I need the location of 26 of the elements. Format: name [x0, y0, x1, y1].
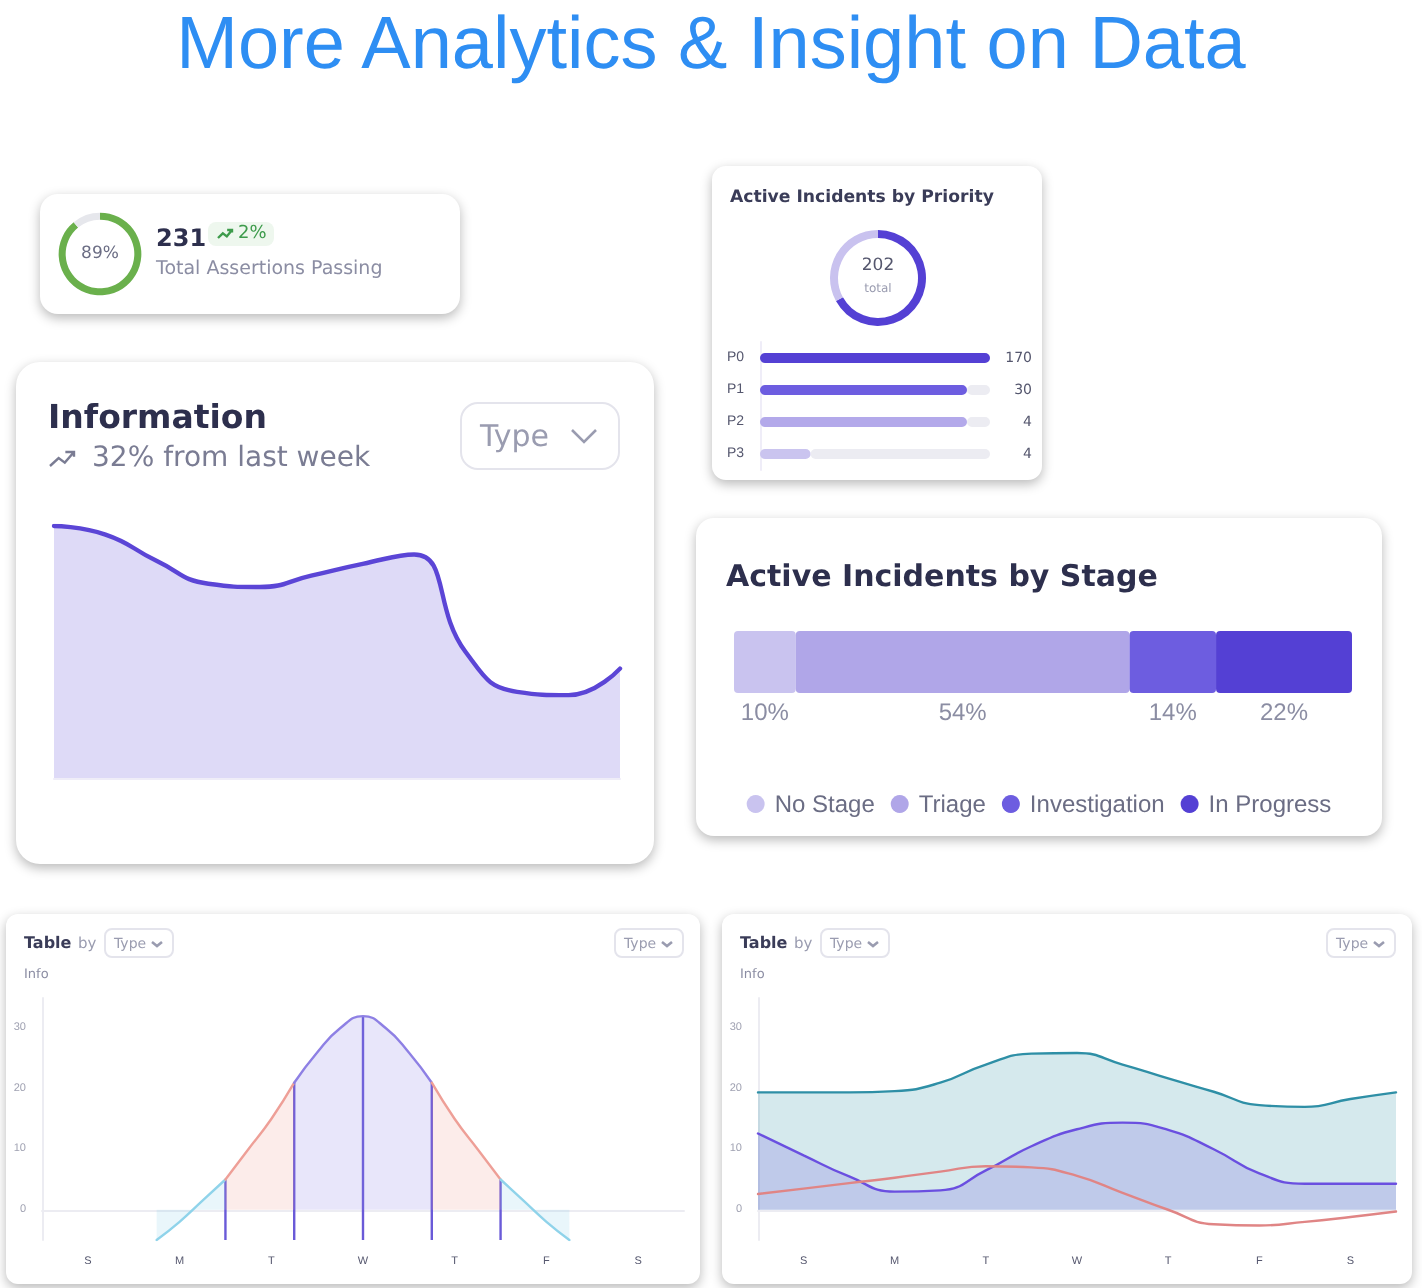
- data-label: 10%: [740, 698, 790, 727]
- text: 2%: [238, 224, 267, 244]
- text: Type: [480, 418, 549, 454]
- chart-subtitle: 32% from last week: [92, 442, 371, 474]
- legend-label: No Stage: [774, 790, 876, 818]
- chart-title: Table: [24, 934, 72, 952]
- legend-label: In Progress: [1208, 790, 1332, 818]
- bar: [734, 631, 796, 693]
- line-series: [756, 1164, 1398, 1227]
- bar: [1216, 631, 1352, 693]
- chart-title: Active Incidents by Stage: [726, 558, 1158, 594]
- chart-title: Table: [740, 934, 788, 952]
- text: More Analytics & Insight on Data: [174, 0, 1248, 88]
- chart-title: Active Incidents by Priority: [730, 188, 994, 208]
- bar: [795, 631, 1130, 693]
- text: Total Assertions Passing: [156, 258, 383, 280]
- legend-label: Investigation: [1029, 790, 1165, 818]
- data-label: 54%: [938, 698, 988, 727]
- legend-label: Triage: [918, 790, 987, 818]
- chart-title: Information: [48, 398, 267, 436]
- text: 231: [156, 224, 207, 252]
- data-label: 14%: [1148, 698, 1198, 727]
- text: 202: [859, 256, 897, 276]
- text: 89%: [79, 242, 121, 266]
- data-label: 22%: [1259, 698, 1309, 727]
- bar: [1129, 631, 1217, 693]
